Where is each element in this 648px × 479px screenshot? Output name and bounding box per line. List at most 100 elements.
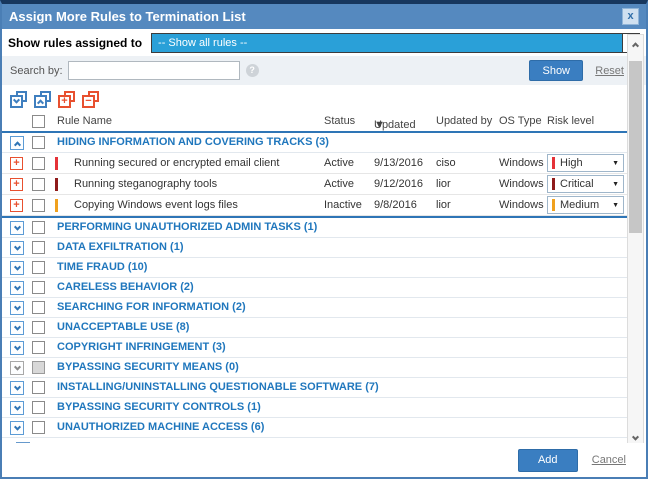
- category-checkbox[interactable]: [32, 321, 45, 334]
- col-header-status[interactable]: Status: [324, 115, 355, 127]
- rule-updated-by: ciso: [436, 157, 456, 169]
- col-header-os-type[interactable]: OS Type: [499, 115, 542, 127]
- category-name: UNACCEPTABLE USE (8): [57, 321, 189, 333]
- expand-category-icon[interactable]: [10, 421, 24, 435]
- rule-os-type: Windows: [499, 178, 544, 190]
- show-button[interactable]: Show: [529, 60, 583, 81]
- category-row[interactable]: UNAUTHORIZED MACHINE ACCESS (6): [2, 418, 630, 438]
- rules-table: Rule Name Status Updated on▼ Updated by …: [2, 111, 630, 445]
- scroll-up-icon[interactable]: [628, 36, 643, 52]
- add-button[interactable]: Add: [518, 449, 578, 472]
- risk-level-select[interactable]: High▼: [547, 154, 624, 172]
- category-name: INSTALLING/UNINSTALLING QUESTIONABLE SOF…: [57, 381, 379, 393]
- col-header-updated-by[interactable]: Updated by: [436, 115, 492, 127]
- expand-category-icon[interactable]: [10, 241, 24, 255]
- category-row[interactable]: SEARCHING FOR INFORMATION (2): [2, 298, 630, 318]
- risk-color-bar: [552, 199, 555, 211]
- category-checkbox[interactable]: [32, 261, 45, 274]
- category-row[interactable]: HIDING INFORMATION AND COVERING TRACKS (…: [2, 133, 630, 153]
- rule-updated-by: lior: [436, 178, 451, 190]
- category-checkbox[interactable]: [32, 221, 45, 234]
- category-row[interactable]: UNACCEPTABLE USE (8): [2, 318, 630, 338]
- risk-color-bar: [552, 178, 555, 190]
- rule-updated-on: 9/8/2016: [374, 199, 417, 211]
- category-checkbox[interactable]: [32, 401, 45, 414]
- expand-category-icon[interactable]: [10, 361, 24, 375]
- category-checkbox[interactable]: [32, 301, 45, 314]
- scrollbar-thumb[interactable]: [629, 61, 642, 233]
- dialog-titlebar: Assign More Rules to Termination List x: [2, 4, 646, 29]
- rule-row: + Running steganography tools Active 9/12/2…: [2, 174, 630, 195]
- expand-category-icon[interactable]: [10, 261, 24, 275]
- rule-updated-on: 9/12/2016: [374, 178, 423, 190]
- expand-category-icon[interactable]: [10, 381, 24, 395]
- rule-updated-by: lior: [436, 199, 451, 211]
- collapse-all-categories-icon[interactable]: [34, 91, 54, 109]
- expand-rule-icon[interactable]: +: [10, 199, 23, 212]
- rule-name: Running steganography tools: [74, 178, 217, 190]
- expand-rule-icon[interactable]: +: [10, 157, 23, 170]
- category-checkbox[interactable]: [32, 421, 45, 434]
- category-checkbox[interactable]: [32, 136, 45, 149]
- category-name: BYPASSING SECURITY MEANS (0): [57, 361, 239, 373]
- col-header-rule-name[interactable]: Rule Name: [57, 115, 112, 127]
- col-header-risk-level[interactable]: Risk level: [547, 115, 594, 127]
- category-row[interactable]: INSTALLING/UNINSTALLING QUESTIONABLE SOF…: [2, 378, 630, 398]
- rule-checkbox[interactable]: [32, 157, 45, 170]
- category-name: HIDING INFORMATION AND COVERING TRACKS (…: [57, 136, 329, 148]
- vertical-scrollbar[interactable]: [627, 34, 644, 448]
- collapse-category-icon[interactable]: [10, 136, 24, 150]
- risk-level-select[interactable]: Medium▼: [547, 196, 624, 214]
- category-name: COPYRIGHT INFRINGEMENT (3): [57, 341, 226, 353]
- category-row[interactable]: TIME FRAUD (10): [2, 258, 630, 278]
- reset-link[interactable]: Reset: [595, 65, 624, 77]
- expand-category-icon[interactable]: [10, 301, 24, 315]
- expand-all-rules-icon[interactable]: +: [58, 91, 78, 109]
- chevron-down-icon: ▼: [612, 181, 619, 188]
- risk-indicator-bar: [55, 178, 58, 191]
- risk-level-select[interactable]: Critical▼: [547, 175, 624, 193]
- search-label: Search by:: [10, 65, 63, 77]
- rule-checkbox[interactable]: [32, 199, 45, 212]
- category-row[interactable]: CARELESS BEHAVIOR (2): [2, 278, 630, 298]
- category-row[interactable]: COPYRIGHT INFRINGEMENT (3): [2, 338, 630, 358]
- category-checkbox[interactable]: [32, 241, 45, 254]
- chevron-down-icon: ▼: [612, 160, 619, 167]
- category-row[interactable]: BYPASSING SECURITY MEANS (0): [2, 358, 630, 378]
- category-checkbox: [32, 361, 45, 374]
- expand-category-icon[interactable]: [10, 341, 24, 355]
- expand-category-icon[interactable]: [10, 401, 24, 415]
- rule-status: Active: [324, 178, 354, 190]
- rule-checkbox[interactable]: [32, 178, 45, 191]
- rule-name: Copying Windows event logs files: [74, 199, 238, 211]
- category-row[interactable]: BYPASSING SECURITY CONTROLS (1): [2, 398, 630, 418]
- category-name: TIME FRAUD (10): [57, 261, 147, 273]
- collapse-all-rules-icon[interactable]: −: [82, 91, 102, 109]
- search-row: Search by: ? Show Reset: [2, 56, 646, 85]
- risk-level-value: High: [560, 157, 612, 169]
- rule-status: Inactive: [324, 199, 362, 211]
- category-checkbox[interactable]: [32, 341, 45, 354]
- risk-color-bar: [552, 157, 555, 169]
- expand-all-categories-icon[interactable]: [10, 91, 30, 109]
- expand-category-icon[interactable]: [10, 221, 24, 235]
- expand-category-icon[interactable]: [10, 321, 24, 335]
- category-row[interactable]: PERFORMING UNAUTHORIZED ADMIN TASKS (1): [2, 218, 630, 238]
- filter-selected-value: -- Show all rules --: [152, 37, 622, 49]
- category-name: SEARCHING FOR INFORMATION (2): [57, 301, 246, 313]
- rule-updated-on: 9/13/2016: [374, 157, 423, 169]
- risk-indicator-bar: [55, 199, 58, 212]
- rules-filter-select[interactable]: -- Show all rules --: [151, 33, 640, 53]
- category-name: PERFORMING UNAUTHORIZED ADMIN TASKS (1): [57, 221, 317, 233]
- search-input[interactable]: [68, 61, 240, 80]
- cancel-link[interactable]: Cancel: [592, 454, 626, 466]
- expand-category-icon[interactable]: [10, 281, 24, 295]
- expand-rule-icon[interactable]: +: [10, 178, 23, 191]
- category-checkbox[interactable]: [32, 281, 45, 294]
- select-all-checkbox[interactable]: [32, 115, 45, 128]
- close-icon[interactable]: x: [622, 8, 639, 25]
- rule-os-type: Windows: [499, 199, 544, 211]
- category-row[interactable]: DATA EXFILTRATION (1): [2, 238, 630, 258]
- dialog-footer: Add Cancel: [2, 443, 646, 477]
- category-checkbox[interactable]: [32, 381, 45, 394]
